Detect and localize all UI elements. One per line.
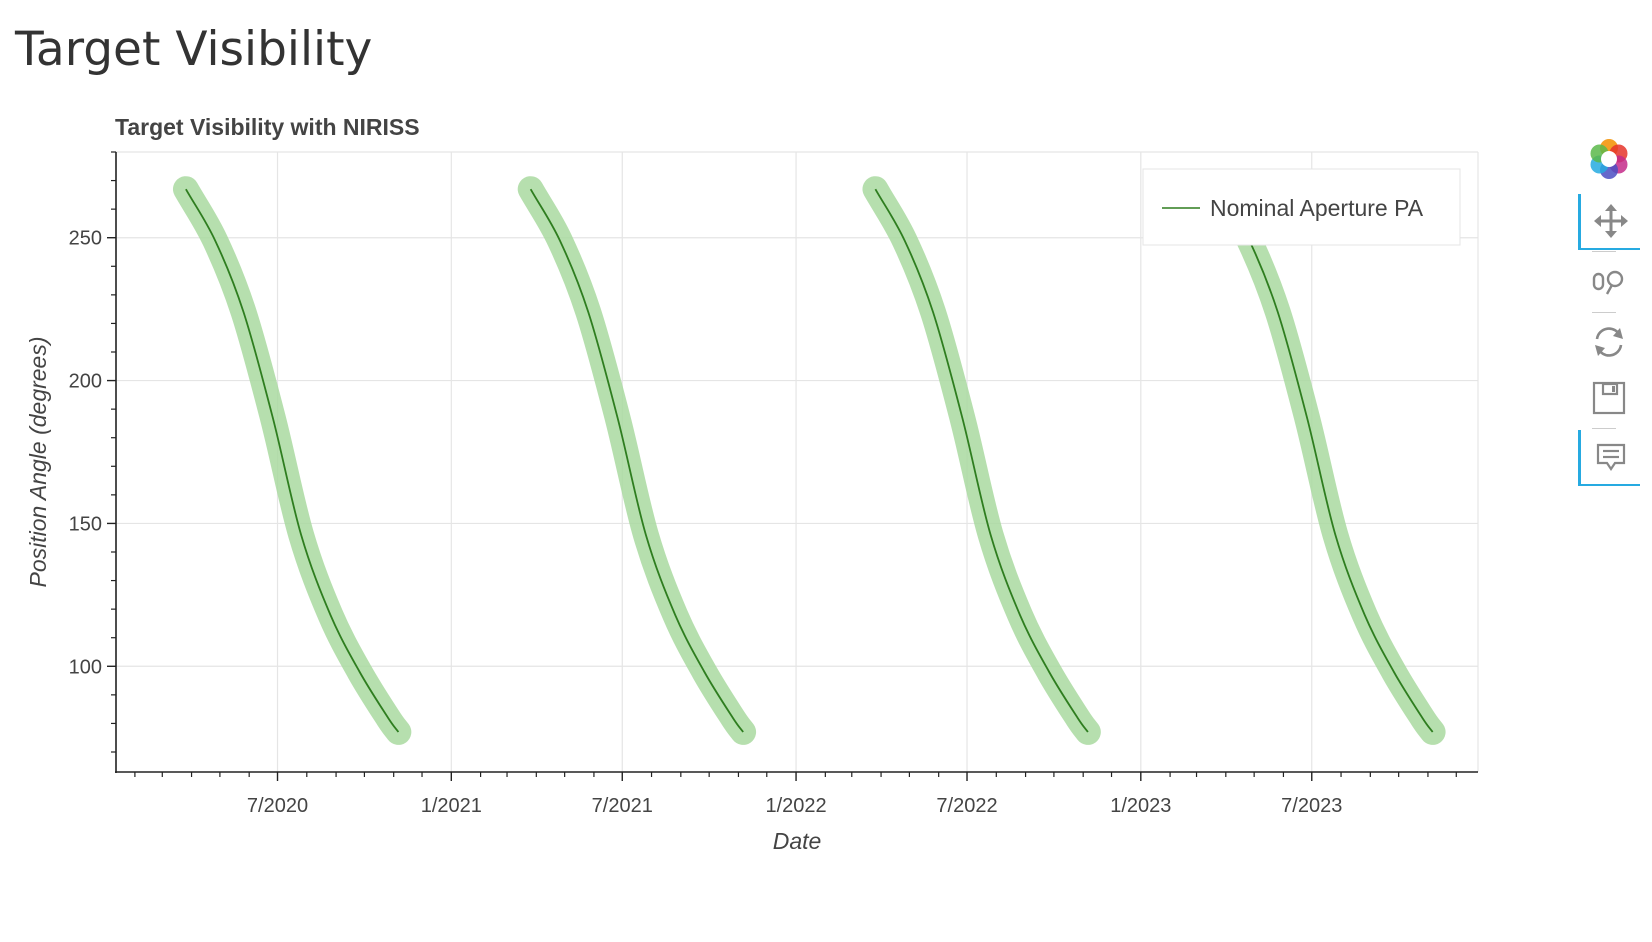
legend-box <box>1142 168 1461 246</box>
hover-icon[interactable] <box>1578 430 1640 486</box>
chart-title: Target Visibility with NIRISS <box>115 114 420 140</box>
x-axis-label: Date <box>773 828 822 854</box>
zoom-icon[interactable] <box>1578 254 1640 310</box>
y-tick-label: 250 <box>69 228 102 250</box>
series-line <box>529 188 744 733</box>
save-icon[interactable] <box>1578 370 1640 426</box>
x-tick-label: 1/2021 <box>421 795 482 817</box>
x-tick-label: 7/2023 <box>1281 795 1342 817</box>
series-lines <box>185 188 1434 733</box>
axes: 100 150 200 250 7/2020 1/2021 7/2021 1/2022 7/20… <box>69 151 1478 817</box>
x-tick-label: 1/2023 <box>1110 795 1171 817</box>
visibility-chart[interactable]: 100 150 200 250 7/2020 1/2021 7/2021 1/2022 7/20… <box>0 0 1575 942</box>
x-tick-label: 7/2021 <box>592 795 653 817</box>
series-line <box>874 188 1089 733</box>
chart-toolbar <box>1578 139 1640 522</box>
x-tick-label: 1/2022 <box>765 795 826 817</box>
page-title: Target Visibility <box>15 22 373 77</box>
y-tick-label: 100 <box>69 656 102 678</box>
series-line <box>1219 188 1434 733</box>
y-tick-label: 150 <box>69 513 102 535</box>
pan-icon[interactable] <box>1578 194 1640 250</box>
reset-icon[interactable] <box>1578 314 1640 370</box>
x-tick-label: 7/2022 <box>936 795 997 817</box>
series-line <box>185 188 400 733</box>
y-tick-label: 200 <box>69 371 102 393</box>
legend: Nominal Aperture PA <box>1142 168 1461 246</box>
legend-label: Nominal Aperture PA <box>1210 195 1424 221</box>
bokeh-logo-icon[interactable] <box>1578 139 1640 179</box>
y-axis-label: Position Angle (degrees) <box>25 336 51 587</box>
x-tick-label: 7/2020 <box>247 795 308 817</box>
